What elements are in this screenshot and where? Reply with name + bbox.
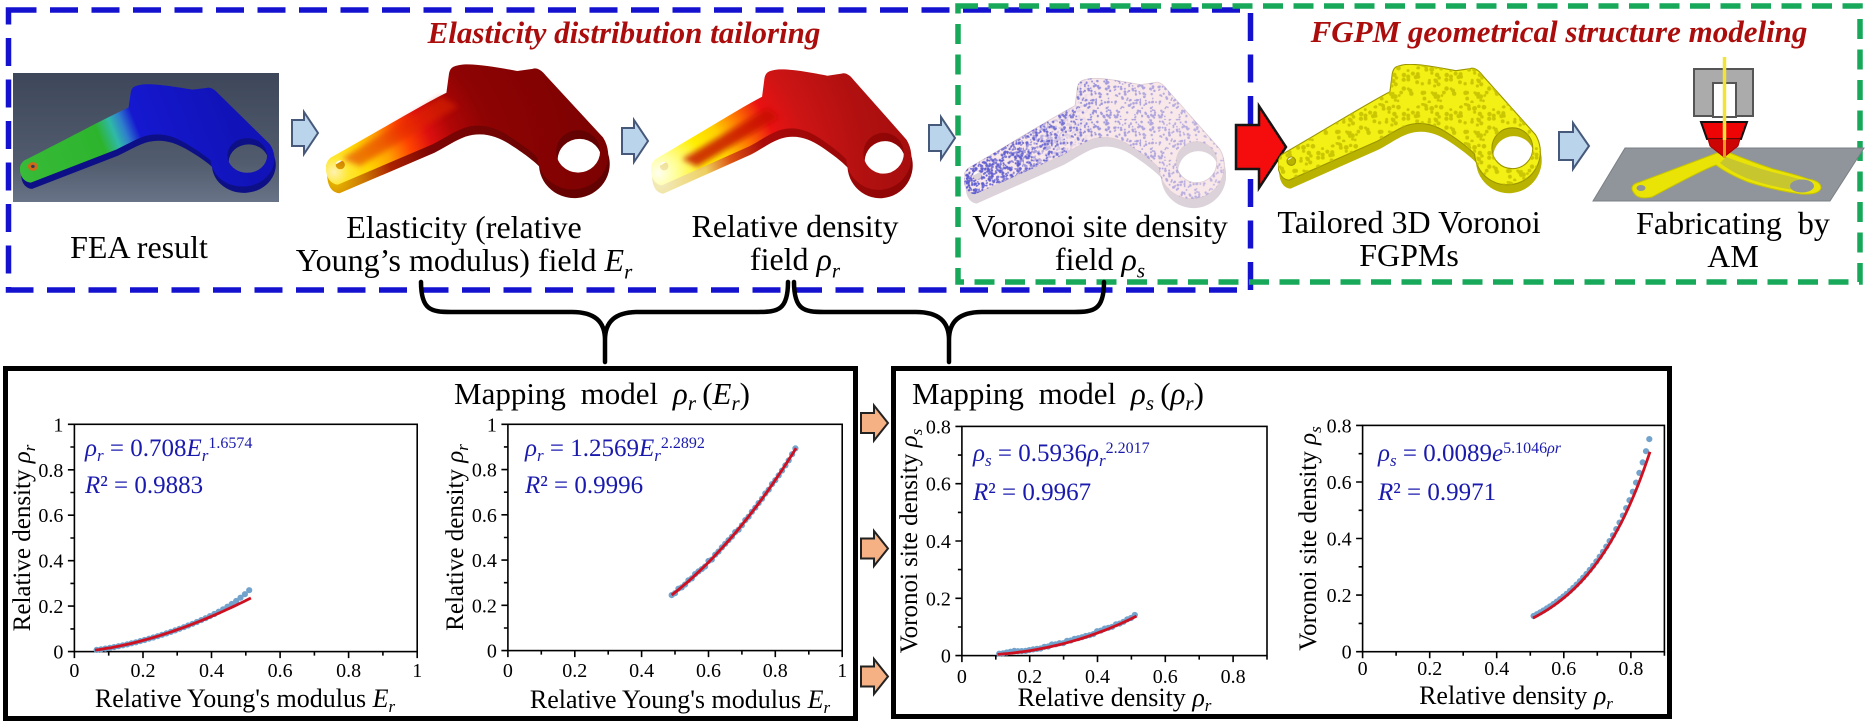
- svg-text:Voronoi site density ρs: Voronoi site density ρs: [1295, 426, 1325, 651]
- svg-text:0.6: 0.6: [472, 505, 497, 527]
- svg-text:0.2: 0.2: [131, 660, 156, 682]
- svg-text:Mapping model ρs (ρr): Mapping model ρs (ρr): [912, 376, 1204, 415]
- svg-text:Relative Young's modulus Er: Relative Young's modulus Er: [530, 685, 831, 717]
- svg-text:0.8: 0.8: [472, 460, 497, 482]
- svg-text:0: 0: [503, 660, 513, 682]
- svg-text:Relative density ρr: Relative density ρr: [1419, 681, 1613, 713]
- svg-text:0.2: 0.2: [1417, 658, 1442, 680]
- svg-text:0.6: 0.6: [268, 660, 293, 682]
- svg-text:0: 0: [69, 660, 79, 682]
- svg-text:1: 1: [53, 414, 63, 436]
- svg-text:1: 1: [837, 660, 847, 682]
- svg-text:0: 0: [487, 641, 497, 663]
- svg-text:0.6: 0.6: [1327, 472, 1352, 494]
- svg-text:R² = 0.9996: R² = 0.9996: [524, 472, 643, 499]
- svg-text:0: 0: [53, 642, 63, 664]
- svg-text:Voronoi site density ρs: Voronoi site density ρs: [896, 428, 926, 653]
- svg-text:0.4: 0.4: [1327, 529, 1352, 551]
- svg-text:Relative density ρr: Relative density ρr: [1018, 683, 1212, 715]
- svg-text:0.4: 0.4: [472, 550, 497, 572]
- svg-text:Mapping model ρr (Er): Mapping model ρr (Er): [454, 376, 750, 415]
- svg-text:0.8: 0.8: [1327, 415, 1352, 437]
- svg-text:0: 0: [1342, 642, 1352, 664]
- svg-text:0.8: 0.8: [1221, 666, 1246, 688]
- svg-text:0.6: 0.6: [1551, 658, 1576, 680]
- svg-text:0: 0: [957, 666, 967, 688]
- svg-text:0.6: 0.6: [38, 505, 63, 527]
- svg-text:0.2: 0.2: [1017, 666, 1042, 688]
- svg-text:0.4: 0.4: [1484, 658, 1509, 680]
- svg-text:0.6: 0.6: [696, 660, 721, 682]
- svg-text:R² = 0.9971: R² = 0.9971: [1377, 479, 1496, 506]
- svg-text:1: 1: [487, 414, 497, 436]
- svg-text:0.4: 0.4: [926, 531, 951, 553]
- svg-text:0.2: 0.2: [926, 588, 951, 610]
- svg-text:0.8: 0.8: [38, 460, 63, 482]
- svg-text:ρr = 1.2569Er2.2892: ρr = 1.2569Er2.2892: [524, 435, 705, 465]
- svg-text:0.8: 0.8: [1618, 658, 1643, 680]
- svg-text:0.2: 0.2: [562, 660, 587, 682]
- svg-text:0.8: 0.8: [763, 660, 788, 682]
- svg-text:Relative Young's modulus Er: Relative Young's modulus Er: [95, 684, 396, 716]
- svg-text:1: 1: [412, 660, 422, 682]
- svg-text:0.4: 0.4: [629, 660, 654, 682]
- svg-text:ρs = 0.0089e5.1046ρr: ρs = 0.0089e5.1046ρr: [1377, 440, 1562, 470]
- svg-text:0.8: 0.8: [926, 416, 951, 438]
- svg-text:0.4: 0.4: [1085, 666, 1110, 688]
- svg-text:0: 0: [941, 646, 951, 668]
- svg-text:0.4: 0.4: [38, 551, 63, 573]
- svg-text:ρr = 0.708Er1.6574: ρr = 0.708Er1.6574: [84, 435, 252, 465]
- svg-text:0.2: 0.2: [1327, 585, 1352, 607]
- svg-text:ρs = 0.5936ρr2.2017: ρs = 0.5936ρr2.2017: [972, 440, 1150, 470]
- svg-text:0.2: 0.2: [38, 596, 63, 618]
- svg-text:R² = 0.9883: R² = 0.9883: [84, 472, 203, 499]
- svg-text:0: 0: [1358, 658, 1368, 680]
- svg-text:0.2: 0.2: [472, 595, 497, 617]
- svg-text:Relative density ρr: Relative density ρr: [9, 444, 39, 631]
- svg-text:0.8: 0.8: [336, 660, 361, 682]
- svg-text:0.4: 0.4: [199, 660, 224, 682]
- svg-text:0.6: 0.6: [1153, 666, 1178, 688]
- svg-text:0.6: 0.6: [926, 474, 951, 496]
- svg-text:R² = 0.9967: R² = 0.9967: [972, 479, 1091, 506]
- svg-text:Relative density ρr: Relative density ρr: [442, 444, 472, 631]
